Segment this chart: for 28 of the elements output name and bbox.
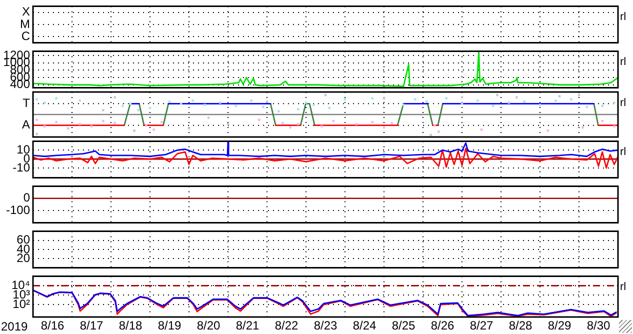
x-tick-label: 8/27: [470, 318, 494, 333]
text: rl: [620, 146, 626, 158]
x-tick-label: 8/30: [586, 318, 610, 333]
x-tick-label: 8/17: [80, 318, 104, 333]
x-tick-label: 8/23: [314, 318, 338, 333]
x-tick-label: 8/16: [40, 318, 64, 333]
x-tick-label: 8/21: [236, 318, 260, 333]
text: rl: [620, 11, 626, 24]
y-tick-label: M: [20, 16, 30, 31]
text: rl: [620, 97, 626, 110]
ref-line-label: T: [22, 96, 31, 110]
x-axis-title: 2019: [1, 319, 28, 334]
y-tick-label: -100: [6, 202, 30, 217]
ref-line-label: A: [22, 118, 30, 132]
x-tick-label: 8/26: [430, 318, 454, 333]
x-tick-label: 8/19: [158, 318, 182, 333]
x-tick-label: 8/22: [274, 318, 298, 333]
x-tick-label: 8/24: [352, 318, 376, 333]
y-tick-label: C: [21, 29, 30, 44]
x-tick-label: 8/28: [508, 318, 532, 333]
x-tick-label: 8/18: [118, 318, 142, 333]
x-tick-label: 8/29: [548, 318, 572, 333]
x-tick-label: 8/25: [392, 318, 416, 333]
x-tick-label: 8/20: [196, 318, 220, 333]
y-tick-label: X: [22, 4, 30, 19]
y-tick-label: 0: [23, 190, 30, 205]
text: rl: [620, 281, 626, 294]
text: rl: [620, 56, 626, 68]
